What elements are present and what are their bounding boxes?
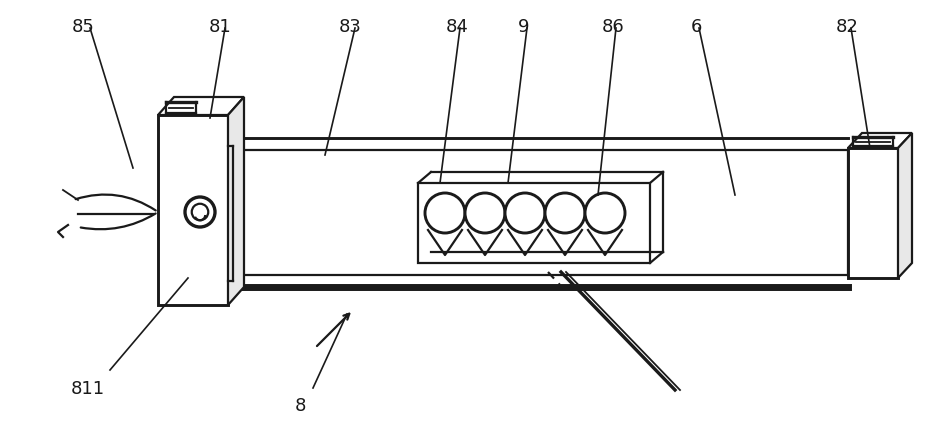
Text: 85: 85 — [71, 18, 95, 36]
Text: 8: 8 — [294, 397, 305, 415]
Circle shape — [184, 197, 215, 227]
Text: 84: 84 — [445, 18, 468, 36]
Polygon shape — [228, 97, 244, 305]
Bar — [228, 150, 847, 275]
Text: 9: 9 — [517, 18, 529, 36]
Bar — [847, 148, 897, 278]
Polygon shape — [847, 133, 911, 148]
Text: 82: 82 — [834, 18, 857, 36]
Circle shape — [464, 193, 504, 233]
Text: 81: 81 — [209, 18, 231, 36]
Text: 86: 86 — [601, 18, 624, 36]
Bar — [158, 115, 228, 305]
Circle shape — [584, 193, 624, 233]
Text: 6: 6 — [690, 18, 701, 36]
Circle shape — [544, 193, 584, 233]
Circle shape — [192, 204, 208, 220]
Polygon shape — [158, 97, 244, 115]
Text: 811: 811 — [70, 380, 105, 398]
Polygon shape — [897, 133, 911, 278]
Circle shape — [504, 193, 544, 233]
Text: 83: 83 — [338, 18, 361, 36]
Bar — [417, 183, 649, 263]
Circle shape — [425, 193, 464, 233]
